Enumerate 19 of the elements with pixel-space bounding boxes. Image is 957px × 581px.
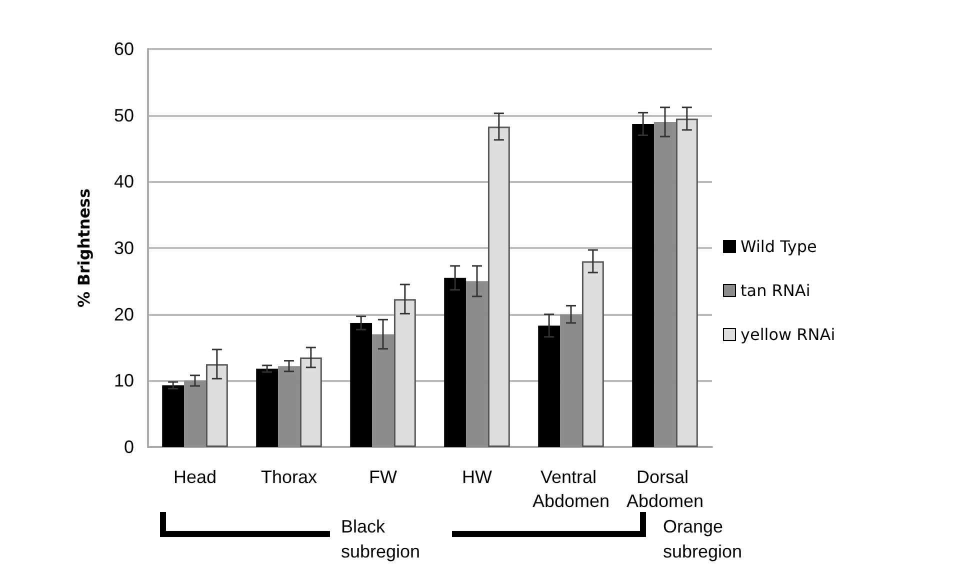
y-tick-label: 0 bbox=[124, 437, 134, 457]
x-tick-label: Thorax bbox=[260, 467, 318, 487]
y-tick-label: 20 bbox=[114, 304, 134, 324]
y-axis-title: % Brightness bbox=[74, 188, 94, 308]
x-tick-label: FW bbox=[369, 467, 398, 487]
legend-label: tan RNAi bbox=[740, 281, 810, 300]
x-tick-label: Dorsal Abdomen bbox=[626, 467, 704, 511]
x-tick-label: Head bbox=[173, 467, 217, 487]
y-tick-label: 30 bbox=[114, 238, 134, 258]
y-tick-label: 50 bbox=[114, 105, 134, 126]
text: Black subregion bbox=[341, 516, 420, 562]
x-tick-label: HW bbox=[462, 467, 492, 487]
x-tick-label: Ventral Abdomen bbox=[532, 467, 610, 511]
text: Orange subregion bbox=[663, 516, 742, 562]
legend-label: Wild Type bbox=[740, 237, 817, 256]
legend-label: yellow RNAi bbox=[740, 325, 836, 344]
y-tick-label: 10 bbox=[114, 370, 134, 391]
y-tick-label: 60 bbox=[114, 39, 134, 59]
y-tick-label: 40 bbox=[114, 172, 134, 192]
